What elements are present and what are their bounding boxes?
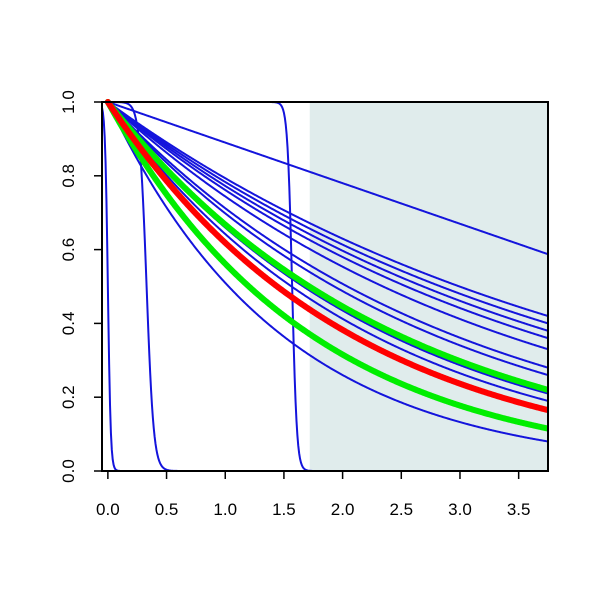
y-tick-label: 0.2: [59, 385, 78, 409]
x-tick-label: 3.5: [507, 500, 531, 519]
y-axis-ticks: 0.0 0.2 0.4 0.6 0.8 1.0: [59, 90, 102, 483]
x-tick-label: 2.0: [331, 500, 355, 519]
x-tick-label: 2.5: [389, 500, 413, 519]
blue-series-line: [106, 101, 548, 369]
y-tick-label: 0.6: [59, 238, 78, 262]
y-tick-label: 0.4: [59, 312, 78, 336]
x-axis-ticks: 0.0 0.5 1.0 1.5 2.0 2.5 3.0 3.5: [96, 471, 530, 519]
blue-series-line: [106, 101, 548, 325]
y-tick-label: 1.0: [59, 90, 78, 114]
axes: [101, 101, 549, 472]
plot-frame: [101, 101, 549, 472]
x-tick-label: 3.0: [448, 500, 472, 519]
y-tick-label: 0.0: [59, 459, 78, 483]
blue-series-line: [106, 101, 548, 256]
y-tick-label: 0.8: [59, 164, 78, 188]
x-tick-label: 0.5: [155, 500, 179, 519]
blue-series-line: [106, 101, 548, 351]
blue-series-line: [106, 101, 548, 443]
green-series-line: [104, 99, 548, 393]
blue-series-line: [106, 101, 548, 402]
red-series-line: [104, 99, 548, 414]
x-tick-label: 1.0: [213, 500, 237, 519]
blue-series-line: [106, 101, 548, 318]
blue-series-line: [106, 101, 548, 377]
x-tick-label: 1.5: [272, 500, 296, 519]
x-tick-label: 0.0: [96, 500, 120, 519]
blue-series-line: [106, 101, 548, 340]
blue-series-line: [106, 101, 548, 332]
green-series-line: [104, 99, 548, 432]
